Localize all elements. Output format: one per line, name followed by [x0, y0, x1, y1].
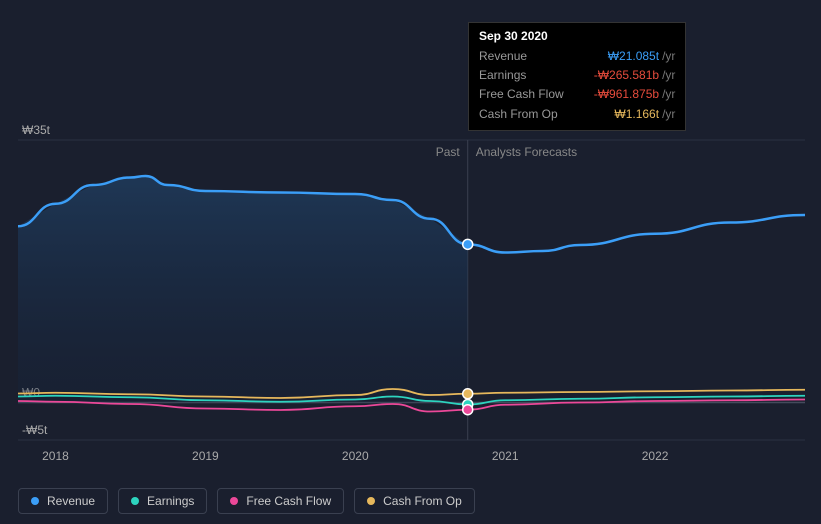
- series-marker: [463, 239, 473, 249]
- x-axis-label: 2020: [342, 449, 369, 463]
- tooltip-metric-label: Cash From Op: [479, 105, 558, 124]
- legend-dot-icon: [367, 497, 375, 505]
- forecast-region-label: Analysts Forecasts: [476, 145, 577, 159]
- tooltip-metric-label: Free Cash Flow: [479, 85, 564, 104]
- past-region-label: Past: [436, 145, 461, 159]
- financial-chart: ₩35t₩0-₩5t20182019202020212022PastAnalys…: [0, 0, 821, 524]
- tooltip-metric-unit: /yr: [662, 68, 675, 82]
- x-axis-label: 2018: [42, 449, 69, 463]
- tooltip-date: Sep 30 2020: [479, 29, 675, 43]
- chart-tooltip: Sep 30 2020 Revenue ₩21.085t/yr Earnings -₩…: [468, 22, 686, 131]
- y-axis-label: ₩35t: [22, 123, 51, 137]
- tooltip-metric-value: ₩1.166t: [614, 107, 659, 121]
- chart-legend: Revenue Earnings Free Cash Flow Cash From O…: [18, 488, 475, 514]
- legend-item[interactable]: Cash From Op: [354, 488, 475, 514]
- series-marker: [463, 389, 473, 399]
- legend-label: Earnings: [147, 494, 194, 508]
- legend-dot-icon: [230, 497, 238, 505]
- tooltip-metric-value: -₩961.875b: [594, 87, 659, 101]
- tooltip-metric-unit: /yr: [662, 87, 675, 101]
- tooltip-row: Cash From Op ₩1.166t/yr: [479, 105, 675, 124]
- x-axis-label: 2019: [192, 449, 219, 463]
- legend-label: Cash From Op: [383, 494, 462, 508]
- legend-dot-icon: [131, 497, 139, 505]
- tooltip-metric-unit: /yr: [662, 107, 675, 121]
- tooltip-metric-unit: /yr: [662, 49, 675, 63]
- legend-dot-icon: [31, 497, 39, 505]
- y-axis-label: -₩5t: [22, 423, 48, 437]
- revenue-area: [18, 176, 468, 403]
- tooltip-metric-label: Earnings: [479, 66, 526, 85]
- tooltip-metric-value: ₩21.085t: [608, 49, 659, 63]
- x-axis-label: 2021: [492, 449, 519, 463]
- chart-container: ₩35t₩0-₩5t20182019202020212022PastAnalys…: [0, 0, 821, 524]
- tooltip-row: Free Cash Flow -₩961.875b/yr: [479, 85, 675, 104]
- legend-item[interactable]: Earnings: [118, 488, 207, 514]
- tooltip-row: Earnings -₩265.581b/yr: [479, 66, 675, 85]
- legend-label: Revenue: [47, 494, 95, 508]
- legend-item[interactable]: Revenue: [18, 488, 108, 514]
- legend-item[interactable]: Free Cash Flow: [217, 488, 344, 514]
- tooltip-metric-label: Revenue: [479, 47, 527, 66]
- legend-label: Free Cash Flow: [246, 494, 331, 508]
- series-marker: [463, 405, 473, 415]
- tooltip-metric-value: -₩265.581b: [594, 68, 659, 82]
- tooltip-row: Revenue ₩21.085t/yr: [479, 47, 675, 66]
- x-axis-label: 2022: [642, 449, 669, 463]
